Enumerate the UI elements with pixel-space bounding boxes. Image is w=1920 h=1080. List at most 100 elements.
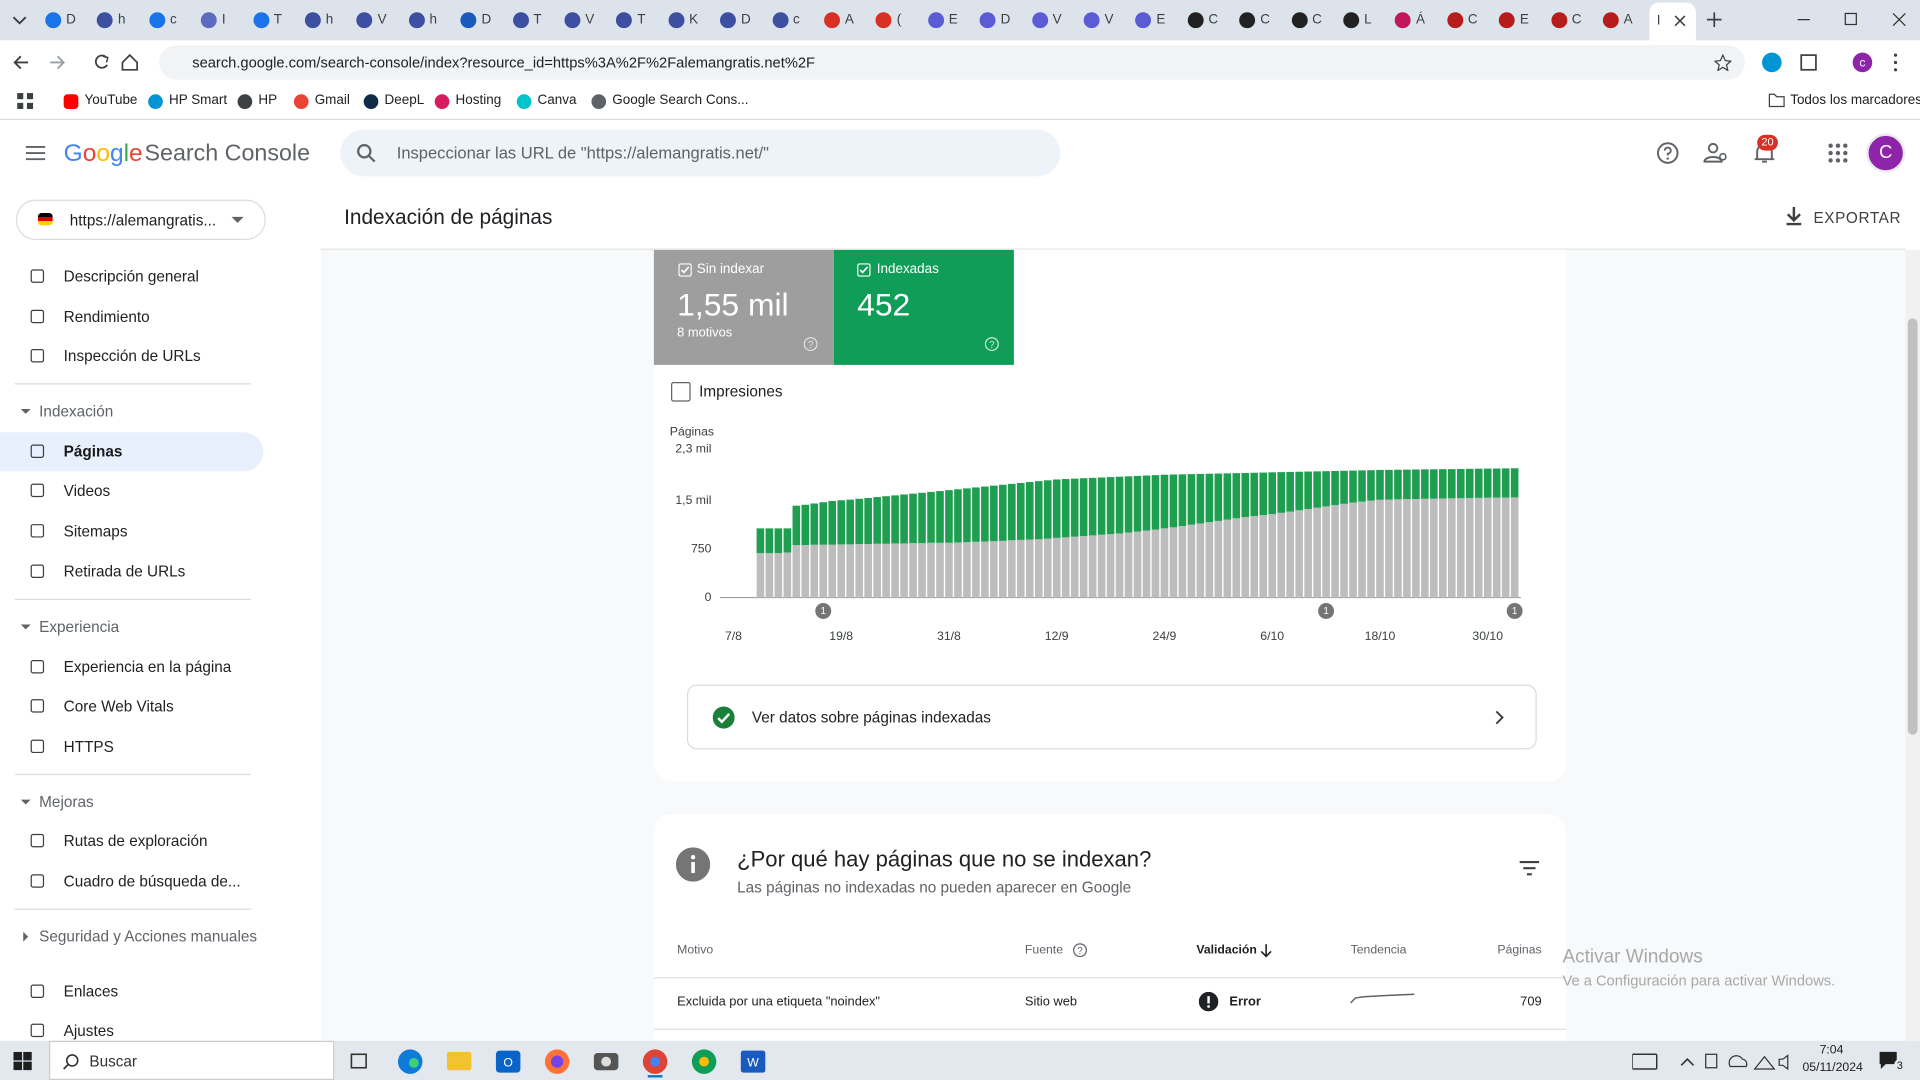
taskbar-apps[interactable]: O W (348, 1046, 777, 1078)
avatar[interactable]: C (1866, 133, 1906, 173)
tab[interactable]: A (819, 6, 868, 35)
scroll-thumb[interactable] (1907, 318, 1918, 735)
new-tab[interactable] (1706, 12, 1722, 27)
tab[interactable]: C (1286, 6, 1335, 35)
sidebar-item[interactable]: Experiencia en la página (63, 658, 232, 676)
tab[interactable]: Á (1390, 6, 1439, 35)
tab[interactable]: L (1338, 6, 1387, 35)
bookmark[interactable]: DeepL (384, 93, 425, 108)
nav-buttons[interactable] (13, 53, 148, 71)
sidebar-section[interactable]: Mejoras (39, 793, 94, 811)
tab[interactable]: T (611, 6, 660, 35)
tab[interactable]: c (144, 6, 193, 35)
tab[interactable]: c (767, 6, 816, 35)
tab[interactable]: E (1494, 6, 1543, 35)
tab[interactable]: D (715, 6, 764, 35)
help-icon[interactable] (1656, 141, 1680, 165)
bar-segment (1286, 511, 1294, 598)
sidebar-item[interactable]: Inspección de URLs (63, 347, 201, 365)
bookmark[interactable]: Canva (537, 93, 577, 108)
window-controls[interactable] (1797, 12, 1908, 27)
sidebar-item[interactable]: Cuadro de búsqueda de... (63, 873, 241, 891)
sidebar-item[interactable]: Core Web Vitals (63, 697, 174, 716)
tile-help[interactable]: ? (803, 337, 818, 352)
sidebar-item[interactable]: Retirada de URLs (63, 563, 186, 581)
all-bookmarks[interactable]: Todos los marcadores (1790, 93, 1920, 108)
tab[interactable]: V (352, 6, 401, 35)
tab-close[interactable] (1674, 15, 1686, 27)
taskbar-search[interactable]: Buscar (48, 1040, 335, 1080)
apps-shortcut[interactable] (17, 93, 34, 110)
sidebar-item[interactable]: Enlaces (63, 983, 119, 1001)
tab[interactable]: ( (871, 6, 920, 35)
tab[interactable]: h (92, 6, 141, 35)
bookmark[interactable]: Google Search Cons... (612, 93, 749, 108)
system-tray[interactable] (1632, 1052, 1797, 1072)
active-tab[interactable]: I (1649, 2, 1696, 41)
sidebar-section[interactable]: Indexación (39, 402, 114, 421)
export-icon[interactable] (1785, 206, 1802, 227)
help-icon[interactable]: ? (1073, 943, 1088, 958)
tab[interactable]: C (1546, 6, 1595, 35)
tab[interactable]: D (40, 6, 89, 35)
extensions[interactable]: c (1761, 51, 1908, 73)
tile-checkbox[interactable] (857, 263, 871, 277)
tab[interactable]: C (1442, 6, 1491, 35)
search-box[interactable]: Inspeccionar las URL de "https://alemang… (340, 129, 1061, 177)
bar-segment (927, 491, 935, 543)
notification-center[interactable] (1878, 1051, 1900, 1071)
export-button[interactable]: EXPORTAR (1813, 209, 1902, 227)
tab[interactable]: h (300, 6, 349, 35)
bookmark[interactable]: HP (258, 93, 278, 108)
url-box[interactable]: search.google.com/search-console/index?r… (159, 45, 1745, 80)
tile-checkbox[interactable] (678, 263, 692, 277)
sidebar-section[interactable]: Experiencia (39, 618, 120, 636)
tab[interactable]: h (404, 6, 453, 35)
tab[interactable]: C (1183, 6, 1232, 35)
tab-search[interactable] (11, 12, 28, 27)
sidebar-section[interactable]: Seguridad y Acciones manuales (39, 928, 258, 946)
tab[interactable]: D (975, 6, 1024, 35)
menu-button[interactable] (25, 145, 46, 161)
tab[interactable]: D (456, 6, 505, 35)
column-header[interactable]: Validación (1196, 943, 1257, 957)
tab[interactable]: C (1235, 6, 1284, 35)
bar-segment (1052, 537, 1061, 598)
bar-segment (1061, 537, 1070, 598)
tab[interactable]: V (1079, 6, 1128, 35)
users-icon[interactable] (1703, 141, 1727, 165)
bookmark-star[interactable] (1714, 53, 1732, 72)
property-selector[interactable]: https://alemangratis... (15, 199, 266, 241)
not-indexed-tile[interactable]: Sin indexar 1,55 mil 8 motivos ? (653, 249, 834, 365)
tab[interactable]: T (248, 6, 297, 35)
tab[interactable]: V (1027, 6, 1076, 35)
sidebar-item[interactable]: Rendimiento (63, 308, 150, 326)
tile-help[interactable]: ? (984, 337, 999, 352)
indexed-tile[interactable]: Indexadas 452 ? (833, 249, 1014, 365)
tab[interactable]: T (508, 6, 557, 35)
tab[interactable]: A (1598, 6, 1647, 35)
bookmark[interactable]: YouTube (84, 93, 138, 108)
sidebar-item[interactable]: Sitemaps (63, 522, 128, 541)
filter-icon[interactable] (1519, 861, 1540, 876)
tab[interactable]: E (923, 6, 972, 35)
tab[interactable]: I (196, 6, 245, 35)
bookmark[interactable]: HP Smart (168, 93, 228, 108)
bookmark[interactable]: Hosting (455, 93, 502, 108)
sidebar-item[interactable]: Páginas (63, 443, 123, 461)
sidebar-item[interactable]: Descripción general (63, 268, 199, 286)
start-button[interactable] (13, 1051, 32, 1071)
sidebar-item[interactable]: HTTPS (63, 738, 114, 756)
sidebar-item[interactable]: Rutas de exploración (63, 832, 208, 850)
sidebar-item[interactable]: Videos (63, 482, 111, 500)
bookmark[interactable]: Gmail (314, 93, 350, 108)
apps-icon[interactable] (1828, 143, 1848, 163)
impressions-checkbox[interactable] (671, 382, 691, 402)
table-row[interactable]: Excluida por una etiqueta "noindex" Siti… (653, 978, 1567, 1030)
sidebar-item[interactable]: Ajustes (63, 1022, 114, 1040)
tab[interactable]: E (1131, 6, 1180, 35)
scrollbar[interactable] (1905, 249, 1920, 1041)
tab[interactable]: K (663, 6, 712, 35)
indexed-link[interactable]: Ver datos sobre páginas indexadas (686, 684, 1537, 750)
tab[interactable]: V (560, 6, 609, 35)
